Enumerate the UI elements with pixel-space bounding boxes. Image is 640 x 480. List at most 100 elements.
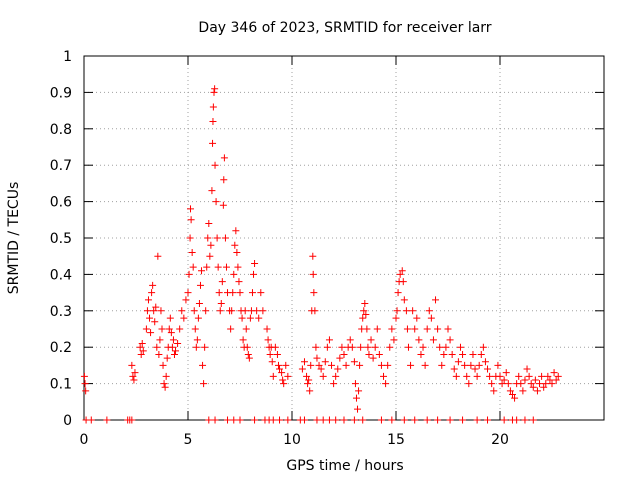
data-point	[300, 358, 308, 366]
data-point	[481, 358, 489, 366]
data-point	[450, 365, 458, 373]
data-point	[448, 350, 456, 358]
data-point	[373, 325, 381, 333]
data-point	[234, 263, 242, 271]
data-point	[325, 336, 333, 344]
data-point	[367, 336, 375, 344]
data-point	[235, 278, 243, 286]
data-point	[251, 416, 259, 424]
data-point	[515, 372, 523, 380]
y-tick-label: 0	[63, 413, 72, 429]
data-point	[377, 416, 385, 424]
data-point	[533, 387, 541, 395]
data-point	[259, 307, 267, 315]
data-point	[221, 234, 229, 242]
data-point	[386, 343, 394, 351]
data-point	[350, 358, 358, 366]
data-point	[546, 376, 554, 384]
data-point	[382, 380, 390, 388]
data-point	[184, 289, 192, 297]
data-point	[342, 361, 350, 369]
data-point	[531, 376, 539, 384]
data-point	[484, 416, 492, 424]
data-point	[232, 227, 240, 235]
data-point	[332, 416, 340, 424]
axis-ticks	[83, 55, 604, 421]
data-point	[248, 289, 256, 297]
data-point	[217, 300, 225, 308]
data-point	[310, 289, 318, 297]
data-point	[130, 376, 138, 384]
data-point	[359, 314, 367, 322]
data-point	[399, 278, 407, 286]
data-point	[467, 361, 475, 369]
data-point	[475, 361, 483, 369]
data-point	[521, 416, 529, 424]
data-point	[142, 325, 150, 333]
data-point	[264, 336, 272, 344]
data-point	[276, 416, 284, 424]
data-point	[242, 325, 250, 333]
x-tick-label: 15	[387, 432, 405, 448]
data-point	[194, 314, 202, 322]
data-point	[402, 307, 410, 315]
data-point	[440, 350, 448, 358]
data-point	[146, 314, 154, 322]
x-tick-label: 10	[283, 432, 301, 448]
data-point	[219, 201, 227, 209]
data-point	[321, 358, 329, 366]
data-point	[129, 372, 137, 380]
data-point	[438, 361, 446, 369]
data-point	[521, 376, 529, 384]
data-point	[236, 416, 244, 424]
data-point	[508, 391, 516, 399]
data-point	[446, 416, 454, 424]
data-point	[178, 307, 186, 315]
data-point	[165, 325, 173, 333]
data-point	[500, 376, 508, 384]
data-point	[425, 307, 433, 315]
data-point	[423, 325, 431, 333]
data-point	[191, 325, 199, 333]
data-point	[205, 416, 213, 424]
data-point	[211, 416, 219, 424]
data-point	[220, 154, 228, 162]
data-point	[354, 405, 362, 413]
data-point	[309, 270, 317, 278]
data-point	[80, 372, 88, 380]
data-point	[348, 343, 356, 351]
data-point	[87, 416, 95, 424]
data-point	[137, 350, 145, 358]
data-point	[170, 350, 178, 358]
data-point	[529, 383, 537, 391]
data-point	[459, 350, 467, 358]
data-point	[193, 336, 201, 344]
y-tick-label: 1	[63, 49, 72, 65]
data-point	[136, 343, 144, 351]
data-point	[131, 369, 139, 377]
data-point	[392, 314, 400, 322]
data-point	[469, 350, 477, 358]
data-point	[496, 372, 504, 380]
data-point	[212, 198, 220, 206]
data-point	[143, 307, 151, 315]
data-point	[506, 387, 514, 395]
data-point	[198, 267, 206, 275]
data-point	[304, 380, 312, 388]
data-point	[415, 336, 423, 344]
data-point	[465, 380, 473, 388]
data-point	[436, 343, 444, 351]
data-point	[309, 252, 317, 260]
data-point	[444, 325, 452, 333]
data-point	[284, 372, 292, 380]
data-point	[153, 343, 161, 351]
data-point	[269, 416, 277, 424]
data-point	[498, 380, 506, 388]
data-point	[371, 343, 379, 351]
data-point	[388, 416, 396, 424]
data-point	[250, 270, 258, 278]
data-point	[352, 394, 360, 402]
data-point	[213, 234, 221, 242]
